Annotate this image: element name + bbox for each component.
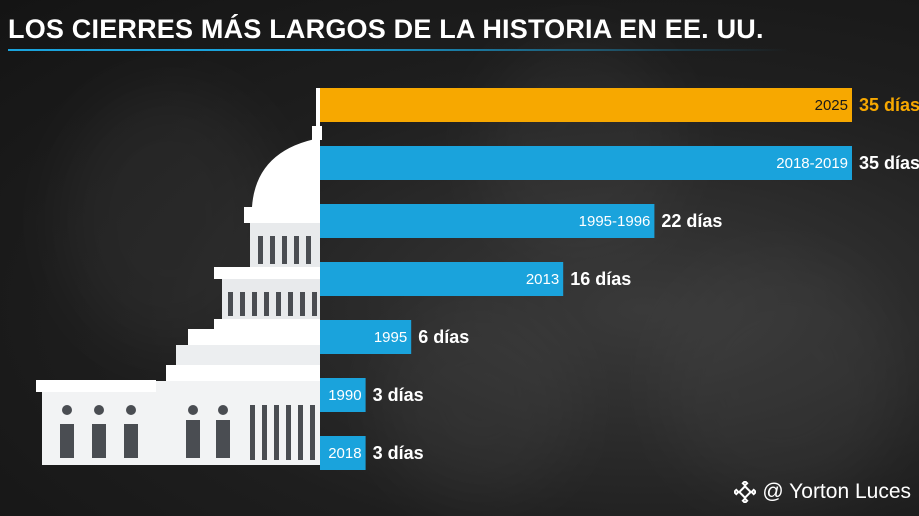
binance-diamond-icon	[734, 481, 757, 503]
bar-category-label: 2025	[815, 97, 848, 114]
bar-value-label: 35 días	[859, 153, 919, 173]
bar-value-label: 3 días	[373, 385, 424, 405]
bar-category-label: 1995	[374, 329, 407, 346]
bar-1995	[320, 320, 412, 354]
bar-2018	[320, 436, 366, 470]
bar-2018-2019	[320, 146, 852, 180]
bar-2025	[320, 88, 852, 122]
background-blur	[660, 260, 900, 500]
watermark-handle: @ Yorton Luces	[762, 480, 911, 503]
bar-value-label: 16 días	[570, 269, 631, 289]
bar-category-label: 1995-1996	[579, 213, 651, 230]
bar-1995-1996	[320, 204, 655, 238]
bar-category-label: 2018-2019	[776, 155, 848, 172]
bar-value-label: 35 días	[859, 95, 919, 115]
bar-value-label: 6 días	[418, 327, 469, 347]
bar-category-label: 1990	[328, 387, 361, 404]
title-underline	[8, 49, 788, 51]
bar-2013	[320, 262, 564, 296]
watermark: @ Yorton Luces	[734, 480, 911, 504]
bar-category-label: 2013	[526, 271, 559, 288]
bar-category-label: 2018	[328, 445, 361, 462]
bar-value-label: 3 días	[373, 443, 424, 463]
bar-1990	[320, 378, 366, 412]
background-blur	[380, 300, 580, 500]
bar-value-label: 22 días	[661, 211, 722, 231]
chart-title: LOS CIERRES MÁS LARGOS DE LA HISTORIA EN…	[8, 14, 764, 44]
